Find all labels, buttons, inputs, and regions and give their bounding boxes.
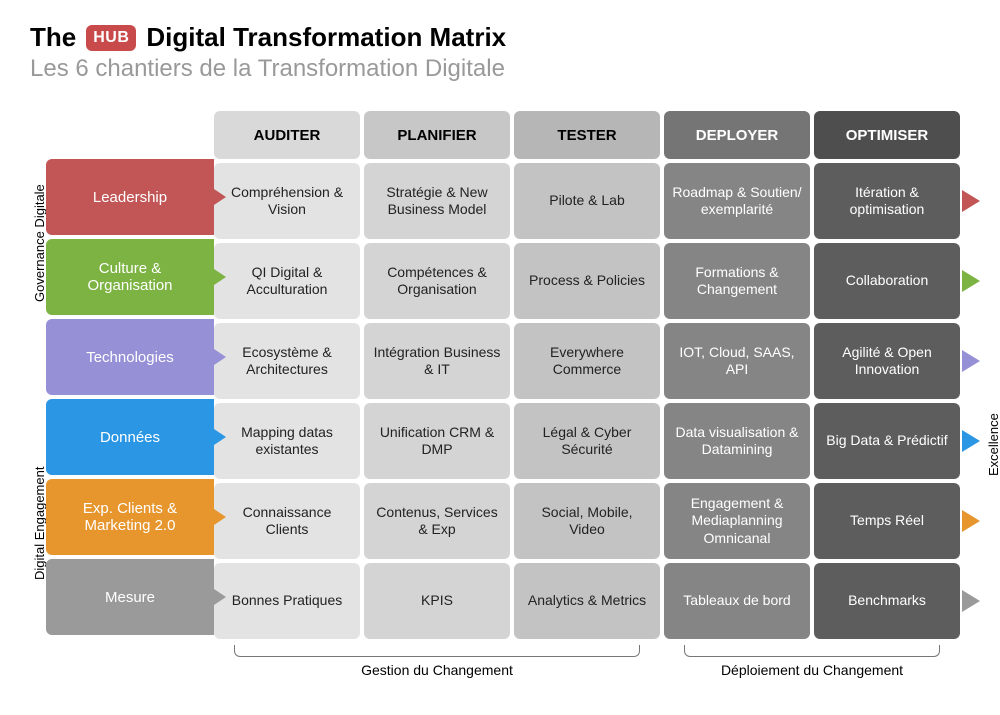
matrix-cell: Pilote & Lab: [514, 163, 660, 239]
matrix-cell: Benchmarks: [814, 563, 960, 639]
matrix-cell: Roadmap & Soutien/ exemplarité: [664, 163, 810, 239]
matrix-cell: Compétences & Organisation: [364, 243, 510, 319]
matrix-cell: Temps Réel: [814, 483, 960, 559]
chevron-right-icon: [214, 509, 226, 525]
matrix-cell: Everywhere Commerce: [514, 323, 660, 399]
row-label: Technologies: [46, 319, 214, 395]
arrow-right-icon: [962, 190, 980, 212]
matrix-cell: Data visualisation & Datamining: [664, 403, 810, 479]
brackets: Gestion du Changement Déploiement du Cha…: [214, 645, 944, 691]
column-header: OPTIMISER: [814, 111, 960, 159]
title-prefix: The: [30, 22, 76, 53]
hub-badge-icon: HUB: [86, 25, 136, 51]
matrix-cell: IOT, Cloud, SAAS, API: [664, 323, 810, 399]
matrix-cell: Big Data & Prédictif: [814, 403, 960, 479]
column-header: DEPLOYER: [664, 111, 810, 159]
matrix-cell: Agilité & Open Innovation: [814, 323, 960, 399]
bracket-right-line: [684, 645, 940, 657]
matrix-cell: Mapping datas existantes: [214, 403, 360, 479]
left-label-governance: Governance Digitale: [32, 163, 47, 323]
matrix-cell: Contenus, Services & Exp: [364, 483, 510, 559]
row-label: Exp. Clients & Marketing 2.0: [46, 479, 214, 555]
matrix-cell: Unification CRM & DMP: [364, 403, 510, 479]
subtitle: Les 6 chantiers de la Transformation Dig…: [30, 55, 970, 83]
matrix-cell: Tableaux de bord: [664, 563, 810, 639]
row-label: Leadership: [46, 159, 214, 235]
row-label-spacer: [46, 111, 214, 159]
bracket-right-label: Déploiement du Changement: [684, 662, 940, 678]
chevron-right-icon: [214, 589, 226, 605]
matrix-cell: Itération & optimisation: [814, 163, 960, 239]
header: The HUB Digital Transformation Matrix Le…: [30, 22, 970, 83]
bracket-left-label: Gestion du Changement: [234, 662, 640, 678]
matrix-cell: Bonnes Pratiques: [214, 563, 360, 639]
row-label: Données: [46, 399, 214, 475]
row-labels: LeadershipCulture & OrganisationTechnolo…: [46, 111, 214, 639]
bracket-right: Déploiement du Changement: [684, 645, 940, 678]
arrow-right-icon: [962, 270, 980, 292]
matrix-cell: Stratégie & New Business Model: [364, 163, 510, 239]
matrix-cell: Connaissance Clients: [214, 483, 360, 559]
arrow-right-icon: [962, 590, 980, 612]
grid: AUDITERPLANIFIERTESTERDEPLOYEROPTIMISER C…: [214, 111, 960, 639]
matrix-cell: KPIS: [364, 563, 510, 639]
chevron-right-icon: [214, 429, 226, 445]
title-line: The HUB Digital Transformation Matrix: [30, 22, 970, 53]
chevron-right-icon: [214, 349, 226, 365]
title-suffix: Digital Transformation Matrix: [146, 22, 506, 53]
matrix-cell: Process & Policies: [514, 243, 660, 319]
arrow-right-icon: [962, 430, 980, 452]
matrix-cell: Analytics & Metrics: [514, 563, 660, 639]
column-header: TESTER: [514, 111, 660, 159]
matrix-cell: Engagement & Mediaplanning Omnicanal: [664, 483, 810, 559]
matrix-cell: Intégration Business & IT: [364, 323, 510, 399]
right-label-2: Excellence Digitale: [986, 407, 1000, 483]
left-label-engagement: Digital Engagement: [32, 403, 47, 643]
matrix-cell: Formations & Changement: [664, 243, 810, 319]
matrix-cell: Ecosystème & Architectures: [214, 323, 360, 399]
matrix: Governance Digitale Digital Engagement L…: [46, 111, 970, 639]
row-label: Culture & Organisation: [46, 239, 214, 315]
bracket-left: Gestion du Changement: [234, 645, 640, 678]
matrix-cell: Collaboration: [814, 243, 960, 319]
matrix-cell: Compréhension & Vision: [214, 163, 360, 239]
arrow-right-icon: [962, 350, 980, 372]
matrix-cell: QI Digital & Acculturation: [214, 243, 360, 319]
chevron-right-icon: [214, 189, 226, 205]
column-header: AUDITER: [214, 111, 360, 159]
chevron-right-icon: [214, 269, 226, 285]
bracket-left-line: [234, 645, 640, 657]
matrix-cell: Légal & Cyber Sécurité: [514, 403, 660, 479]
row-label: Mesure: [46, 559, 214, 635]
column-header: PLANIFIER: [364, 111, 510, 159]
matrix-cell: Social, Mobile, Video: [514, 483, 660, 559]
arrow-right-icon: [962, 510, 980, 532]
